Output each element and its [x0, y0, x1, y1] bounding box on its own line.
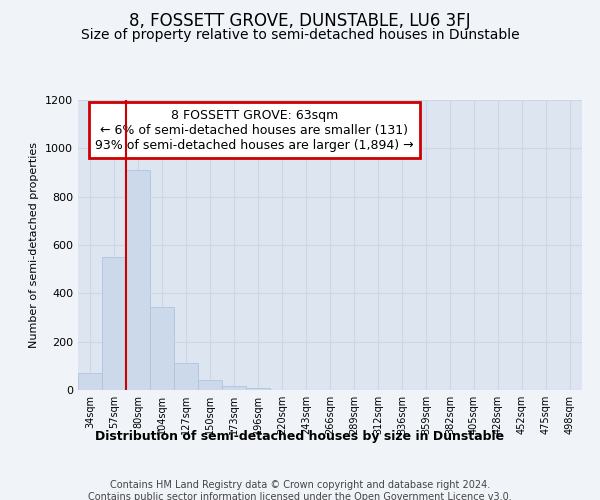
Y-axis label: Number of semi-detached properties: Number of semi-detached properties: [29, 142, 40, 348]
Bar: [102, 257, 126, 390]
Text: 8 FOSSETT GROVE: 63sqm
← 6% of semi-detached houses are smaller (131)
93% of sem: 8 FOSSETT GROVE: 63sqm ← 6% of semi-deta…: [95, 108, 414, 152]
Bar: [126, 170, 150, 390]
Text: Contains HM Land Registry data © Crown copyright and database right 2024.
Contai: Contains HM Land Registry data © Crown c…: [88, 480, 512, 500]
Bar: [246, 388, 270, 390]
Bar: [222, 386, 246, 390]
Bar: [198, 380, 222, 390]
Text: 8, FOSSETT GROVE, DUNSTABLE, LU6 3FJ: 8, FOSSETT GROVE, DUNSTABLE, LU6 3FJ: [129, 12, 471, 30]
Bar: [174, 364, 198, 390]
Bar: [150, 306, 174, 390]
Text: Size of property relative to semi-detached houses in Dunstable: Size of property relative to semi-detach…: [80, 28, 520, 42]
Text: Distribution of semi-detached houses by size in Dunstable: Distribution of semi-detached houses by …: [95, 430, 505, 443]
Bar: [78, 373, 102, 390]
